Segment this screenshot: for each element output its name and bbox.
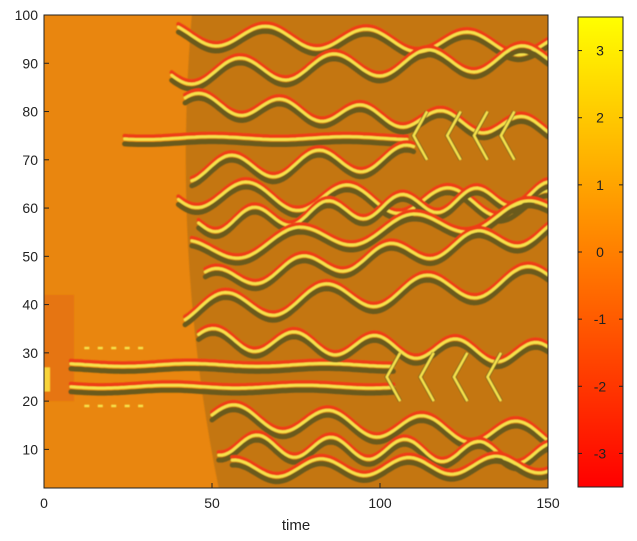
stripe-crest [217,433,548,466]
y-tick-label: 40 [22,297,38,313]
stripe-crest [170,44,548,86]
stripe-red-edge [169,40,548,84]
stripe-crest [203,225,548,286]
y-tick-label: 50 [22,248,38,264]
chevron-crest [452,352,469,402]
colorbar-tick-label: -2 [594,378,607,394]
stripe-crest [176,180,548,218]
stripe-red-edge [189,195,548,258]
stripe-crest [176,24,548,57]
stripe-shadow [189,203,548,266]
stripe-red-edge [122,131,409,139]
y-tick-label: 80 [22,104,38,120]
x-tick-label: 50 [204,495,220,511]
stripe-crest [190,199,548,260]
stripe-shadow [196,184,548,240]
x-tick-label: 0 [40,495,48,511]
y-tick-label: 30 [22,345,38,361]
stripe-crest [190,143,416,183]
y-tick-label: 60 [22,200,38,216]
chevron-crest [385,352,402,402]
stripe-red-edge [203,221,548,283]
stripe-red-edge [189,140,416,180]
stripe-crest [183,91,548,135]
plot-frame [43,14,549,489]
stripe-red-edge [216,430,548,463]
stripe-shadow [175,184,548,224]
stripe-shadow [189,147,417,189]
stripe-shadow [182,268,548,328]
stripe-shadow [68,366,396,374]
chevron-crest [486,352,503,402]
colorbar: -3 -2 -1 0 1 2 3 [577,16,624,488]
colorbar-tick-label: 3 [596,43,604,59]
chevron-crest [418,352,435,402]
stripe-shadow [209,407,548,451]
stripe-shadow [169,48,548,92]
stripe-red-edge [230,451,548,476]
stripe-crest [197,180,548,234]
stripe-crest [123,135,409,141]
stripe-shadow [68,387,396,396]
stripe-red-edge [196,176,548,231]
chevron-crest [412,110,429,161]
colorbar-ticks: -3 -2 -1 0 1 2 3 [578,43,623,461]
y-axis: 10 20 30 40 50 60 70 80 90 100 [15,7,49,457]
x-axis: 0 50 100 150 [40,483,560,511]
colorbar-tick-label: -1 [594,311,607,327]
heatmap-plot [43,14,549,489]
pattern-field [44,15,548,488]
stripe-crest [230,454,548,479]
stripe-shadow [202,229,548,292]
colorbar-tick-label: 2 [596,110,604,126]
stripe-crest [69,383,395,390]
chevron-crest [445,110,462,161]
chevron-crest [499,110,516,161]
stripe-red-edge [183,88,548,132]
stripe-red-edge [68,380,396,388]
stripe-red-edge [196,323,548,361]
stripe-shadow [175,28,548,63]
colorbar-tick-label: 0 [596,244,604,260]
stripe-red-edge [176,176,548,216]
colorbar-tick-label: -3 [594,445,607,461]
stripe-shadow [122,139,410,147]
stripe-red-edge [183,261,548,319]
y-tick-label: 100 [15,7,39,23]
stripe-red-edge [176,21,548,54]
x-tick-label: 100 [368,495,392,511]
stripe-crest [183,264,548,322]
stripe-crest [197,326,548,364]
stripe-shadow [196,330,548,370]
stripe-crest [210,403,548,445]
chevron-crest [472,110,489,161]
y-tick-label: 20 [22,393,38,409]
stripe-crest [69,362,395,368]
stripe-shadow [182,95,548,141]
stripe-shadow [229,458,548,485]
y-tick-label: 90 [22,55,38,71]
edge-band [44,367,50,392]
stripe-red-edge [210,399,548,442]
x-tick-label: 150 [536,495,560,511]
colorbar-tick-label: 1 [596,177,604,193]
y-tick-label: 10 [22,441,38,457]
active-region [185,15,548,488]
y-tick-label: 70 [22,152,38,168]
x-axis-label: time [282,517,310,534]
